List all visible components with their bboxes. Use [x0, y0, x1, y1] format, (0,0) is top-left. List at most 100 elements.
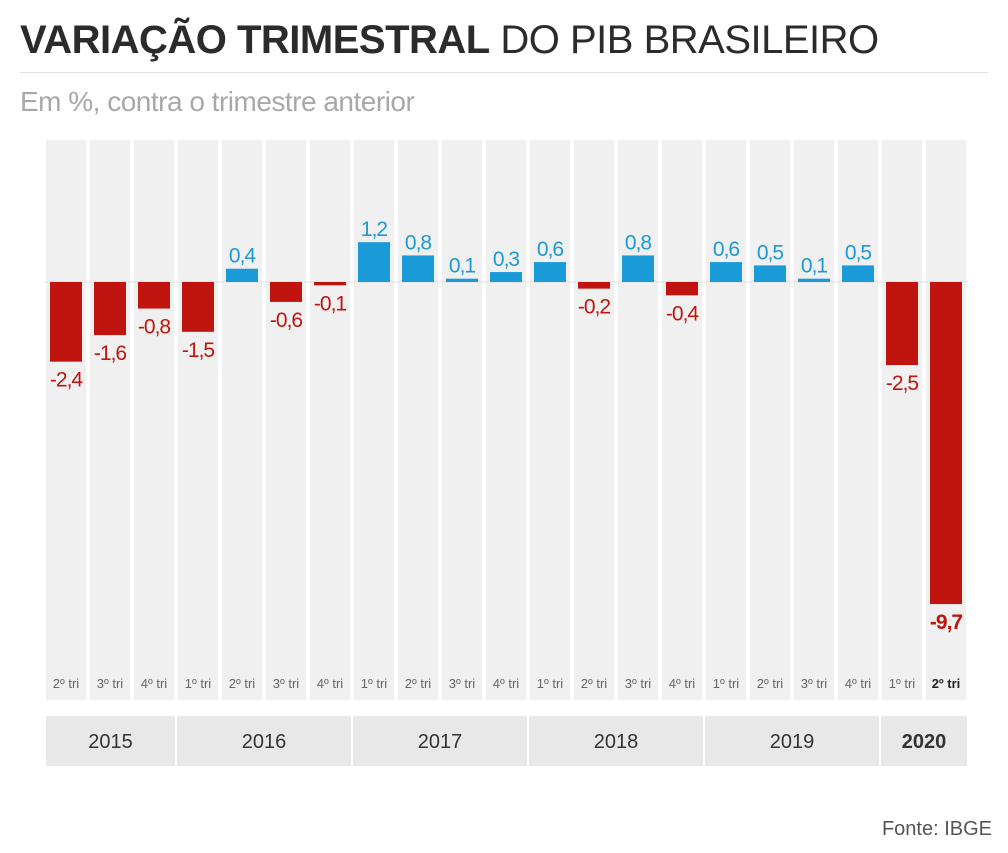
tick-label: 4º tri — [317, 676, 344, 691]
tick-label: 4º tri — [669, 676, 696, 691]
tick-label: 2º tri — [581, 676, 608, 691]
year-band — [529, 716, 703, 766]
column-bg — [486, 140, 526, 700]
data-label: 0,5 — [757, 241, 784, 264]
data-label: 0,3 — [493, 248, 520, 271]
data-label: 0,8 — [625, 231, 652, 254]
column-bg — [662, 140, 702, 700]
data-label: -9,7 — [930, 611, 963, 634]
year-band — [177, 716, 351, 766]
year-band — [46, 716, 175, 766]
bar — [710, 262, 742, 282]
source-note: Fonte: IBGE — [881, 818, 992, 840]
bar — [138, 282, 170, 309]
chart-title: VARIAÇÃO TRIMESTRAL DO PIB BRASILEIRO — [20, 14, 879, 66]
column-bg — [310, 140, 350, 700]
tick-label: 1º tri — [185, 676, 212, 691]
column-bg — [266, 140, 306, 700]
bar — [182, 282, 214, 332]
year-label: 2016 — [242, 731, 287, 753]
bar — [402, 255, 434, 282]
column-bg — [442, 140, 482, 700]
column-bg — [618, 140, 658, 700]
bar — [226, 268, 258, 282]
bar — [94, 282, 126, 336]
bar — [754, 265, 786, 282]
bar — [842, 265, 874, 282]
tick-label: 2º tri — [757, 676, 784, 691]
data-label: -1,5 — [182, 339, 215, 362]
column-bg — [398, 140, 438, 700]
tick-label: 1º tri — [537, 676, 564, 691]
year-label: 2017 — [418, 731, 463, 753]
data-label: 0,4 — [229, 245, 257, 268]
chart-title-bold: VARIAÇÃO TRIMESTRAL — [20, 18, 490, 62]
column-bg — [354, 140, 394, 700]
data-label: -2,4 — [50, 369, 84, 392]
bar — [534, 262, 566, 282]
year-label: 2018 — [594, 731, 639, 753]
bar — [314, 282, 346, 286]
bar — [886, 282, 918, 365]
column-bg — [882, 140, 922, 700]
tick-label: 1º tri — [889, 676, 916, 691]
tick-label: 4º tri — [141, 676, 168, 691]
bar — [50, 282, 82, 362]
column-bg — [794, 140, 834, 700]
data-label: -0,6 — [270, 309, 303, 332]
tick-label: 2º tri — [932, 676, 961, 691]
year-band — [881, 716, 967, 766]
data-label: 0,8 — [405, 231, 432, 254]
data-label: 0,6 — [537, 238, 564, 261]
chart-title-light: DO PIB BRASILEIRO — [500, 18, 879, 62]
tick-label: 3º tri — [97, 676, 124, 691]
data-label: -2,5 — [886, 372, 919, 395]
column-bg — [750, 140, 790, 700]
data-label: 0,1 — [449, 255, 476, 278]
bar — [666, 282, 698, 296]
bar — [798, 278, 830, 282]
tick-label: 4º tri — [493, 676, 520, 691]
year-band — [353, 716, 527, 766]
tick-label: 3º tri — [625, 676, 652, 691]
bar — [270, 282, 302, 302]
column-bg — [90, 140, 130, 700]
data-label: -1,6 — [94, 342, 127, 365]
year-label: 2015 — [88, 731, 133, 753]
bar — [622, 255, 654, 282]
title-divider — [20, 72, 988, 73]
column-bg — [46, 140, 86, 700]
tick-label: 3º tri — [273, 676, 300, 691]
tick-label: 3º tri — [449, 676, 476, 691]
year-label: 2020 — [902, 731, 947, 753]
data-label: 0,6 — [713, 238, 740, 261]
column-bg — [706, 140, 746, 700]
bar — [358, 242, 390, 282]
tick-label: 2º tri — [405, 676, 432, 691]
bar — [446, 278, 478, 282]
column-bg — [222, 140, 262, 700]
column-bg — [134, 140, 174, 700]
bar — [490, 272, 522, 282]
data-label: -0,1 — [314, 292, 347, 315]
column-bg — [574, 140, 614, 700]
year-label: 2019 — [770, 731, 815, 753]
tick-label: 1º tri — [361, 676, 388, 691]
chart-subtitle: Em %, contra o trimestre anterior — [20, 86, 415, 117]
column-bg — [838, 140, 878, 700]
data-label: 1,2 — [361, 218, 388, 241]
column-bg — [530, 140, 570, 700]
tick-label: 2º tri — [229, 676, 256, 691]
tick-label: 1º tri — [713, 676, 740, 691]
tick-label: 4º tri — [845, 676, 872, 691]
gdp-bar-chart: -2,4 2º tri -1,6 3º tri -0,8 4º tri -1,5 1º tri… — [44, 140, 968, 766]
data-label: -0,8 — [138, 316, 171, 339]
bar — [930, 282, 962, 605]
data-label: 0,1 — [801, 255, 828, 278]
tick-label: 2º tri — [53, 676, 80, 691]
data-label: 0,5 — [845, 241, 872, 264]
bar — [578, 282, 610, 289]
data-label: -0,4 — [666, 302, 700, 325]
year-band — [705, 716, 879, 766]
column-bg — [178, 140, 218, 700]
